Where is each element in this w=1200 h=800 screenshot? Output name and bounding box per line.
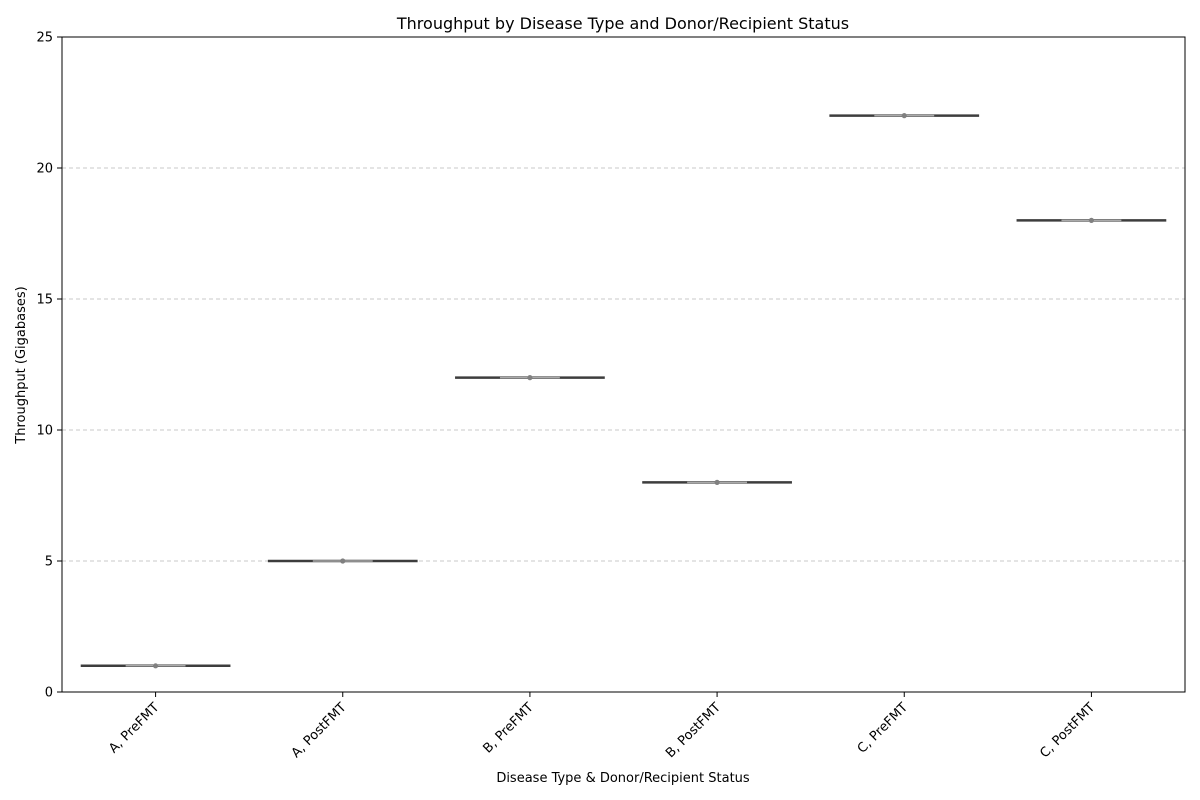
box-plot xyxy=(642,479,792,485)
box-plot xyxy=(1016,217,1167,223)
data-point xyxy=(527,375,533,381)
x-tick-label: C, PreFMT xyxy=(855,700,911,756)
box-plot xyxy=(80,663,231,669)
box-plots xyxy=(80,113,1167,669)
y-tick-label: 0 xyxy=(45,686,53,701)
plot-frame xyxy=(61,36,1186,693)
y-tick-label: 25 xyxy=(36,31,53,46)
chart-title: Throughput by Disease Type and Donor/Rec… xyxy=(396,14,849,33)
box-plot xyxy=(829,113,980,119)
y-axis: 0 5 10 15 20 25 xyxy=(36,31,62,701)
x-tick-label: B, PostFMT xyxy=(663,700,724,761)
x-tick-label: B, PreFMT xyxy=(481,700,537,756)
x-tick-label: C, PostFMT xyxy=(1037,700,1098,761)
box-plot xyxy=(455,375,605,381)
data-point xyxy=(152,663,159,669)
data-point xyxy=(1088,217,1095,223)
y-tick-label: 20 xyxy=(36,162,53,177)
y-tick-label: 10 xyxy=(36,424,53,439)
y-axis-label: Throughput (Gigabases) xyxy=(14,286,29,444)
x-tick-label: A, PreFMT xyxy=(106,700,162,756)
gridlines xyxy=(62,167,1185,562)
x-axis-label: Disease Type & Donor/Recipient Status xyxy=(496,771,750,786)
x-axis: A, PreFMT A, PostFMT B, PreFMT B, PostFMT C,… xyxy=(106,692,1098,761)
data-point xyxy=(901,113,907,119)
y-tick-label: 15 xyxy=(36,293,53,308)
data-point xyxy=(340,558,346,564)
x-tick-label: A, PostFMT xyxy=(289,700,350,761)
data-point xyxy=(714,479,720,485)
y-tick-label: 5 xyxy=(45,555,53,570)
box-plot xyxy=(267,558,418,564)
